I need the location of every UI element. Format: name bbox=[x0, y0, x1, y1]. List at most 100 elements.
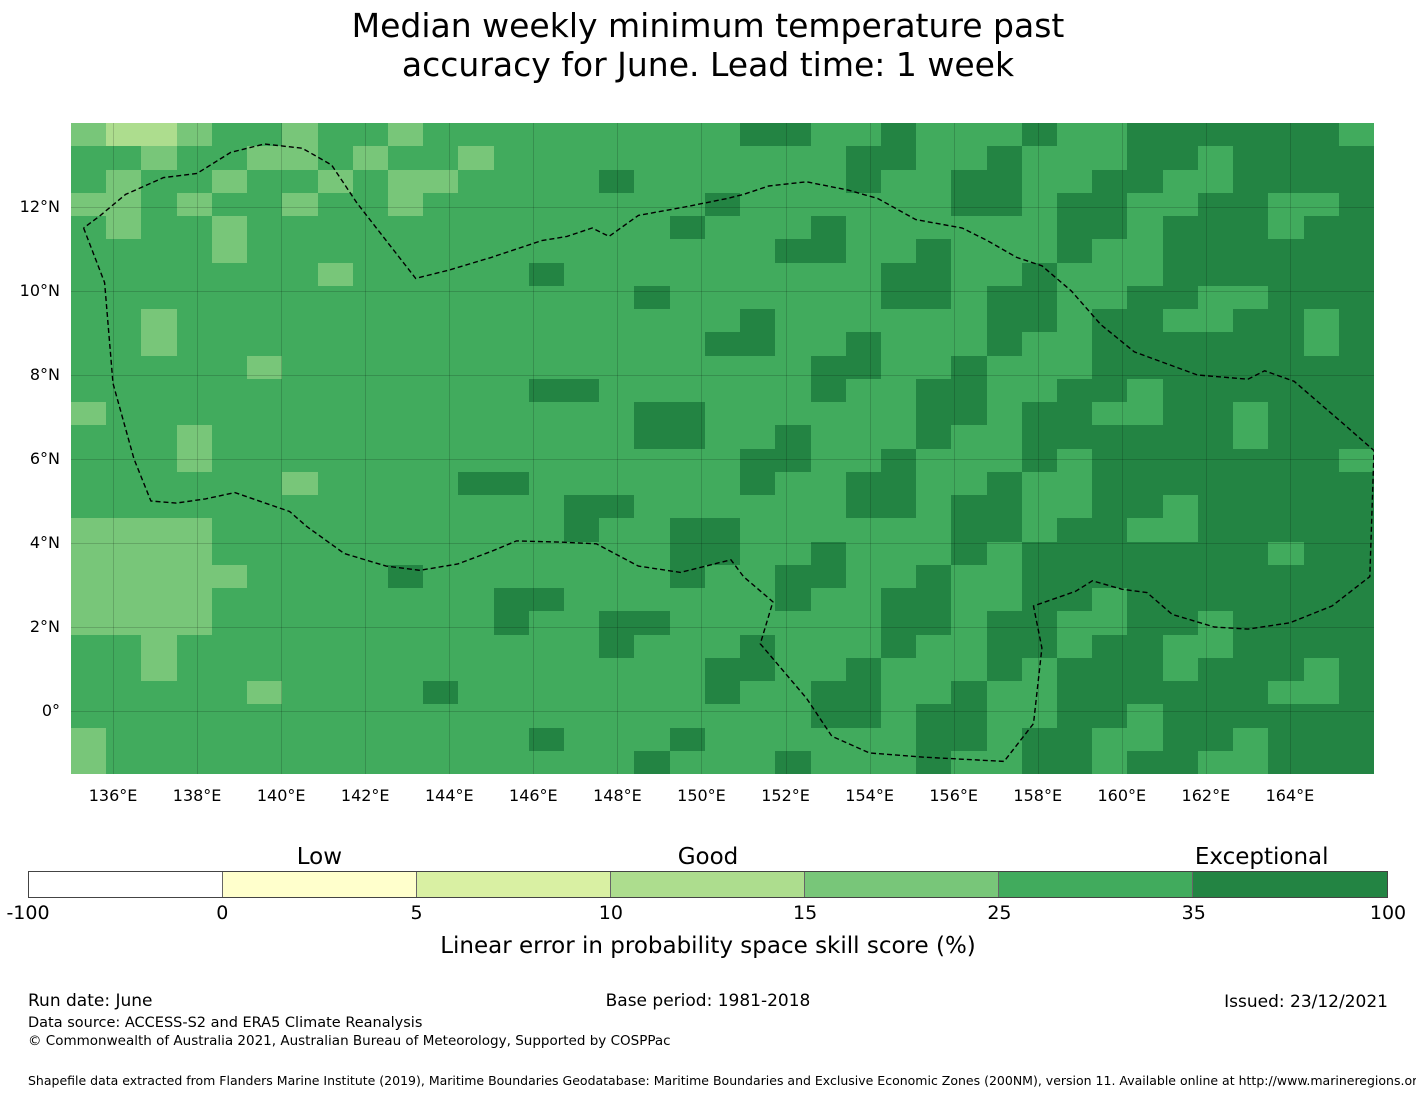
grid-cell bbox=[317, 588, 354, 612]
grid-cell bbox=[71, 588, 107, 612]
grid-cell bbox=[669, 448, 706, 473]
grid-cell bbox=[423, 192, 459, 217]
grid-cell bbox=[740, 611, 776, 636]
grid-cell bbox=[1197, 262, 1234, 287]
grid-cell bbox=[387, 541, 424, 566]
latitude-tick: 8°N bbox=[29, 365, 60, 384]
grid-cell bbox=[1338, 378, 1374, 403]
grid-cell bbox=[986, 169, 1023, 194]
grid-cell bbox=[564, 123, 600, 147]
grid-cell bbox=[71, 355, 107, 380]
grid-cell bbox=[1021, 285, 1058, 310]
grid-cell bbox=[1303, 146, 1340, 171]
grid-cell bbox=[704, 123, 741, 147]
grid-cell bbox=[1338, 146, 1374, 171]
grid-cell bbox=[951, 146, 988, 171]
grid-cell bbox=[106, 495, 143, 519]
grid-cell bbox=[916, 564, 952, 589]
grid-cell bbox=[458, 285, 495, 310]
grid-cell bbox=[1021, 564, 1058, 589]
grid-cell bbox=[176, 285, 213, 310]
grid-cell bbox=[564, 169, 600, 194]
grid-cell bbox=[810, 495, 847, 519]
grid-cell bbox=[1092, 309, 1129, 333]
grid-cell bbox=[951, 448, 988, 473]
grid-cell bbox=[71, 285, 107, 310]
grid-cell bbox=[951, 355, 988, 380]
grid-cell bbox=[493, 355, 530, 380]
grid-cell bbox=[1303, 192, 1340, 217]
grid-cell bbox=[1233, 262, 1269, 287]
grid-cell bbox=[211, 495, 248, 519]
grid-cell bbox=[704, 564, 741, 589]
grid-cell bbox=[211, 657, 248, 682]
grid-cell bbox=[1057, 123, 1093, 147]
grid-cell bbox=[599, 448, 636, 473]
grid-cell bbox=[1162, 588, 1199, 612]
grid-cell bbox=[986, 192, 1023, 217]
grid-cell bbox=[1268, 169, 1305, 194]
grid-cell bbox=[282, 262, 319, 287]
shapefile-credit: Shapefile data extracted from Flanders M… bbox=[28, 1073, 1416, 1088]
grid-cell bbox=[282, 378, 319, 403]
grid-cell bbox=[423, 285, 459, 310]
grid-cell bbox=[71, 378, 107, 403]
grid-cell bbox=[916, 495, 952, 519]
grid-cell bbox=[211, 332, 248, 357]
grid-cell bbox=[352, 169, 389, 194]
grid-cell bbox=[458, 564, 495, 589]
grid-cell bbox=[211, 355, 248, 380]
grid-cell bbox=[775, 169, 812, 194]
grid-cell bbox=[1162, 611, 1199, 636]
grid-cell bbox=[564, 448, 600, 473]
grid-cell bbox=[634, 518, 671, 543]
grid-cell bbox=[458, 332, 495, 357]
grid-cell bbox=[317, 634, 354, 659]
grid-cell bbox=[740, 332, 776, 357]
grid-cell bbox=[1162, 309, 1199, 333]
grid-cell bbox=[141, 402, 178, 426]
grid-cell bbox=[740, 564, 776, 589]
grid-cell bbox=[493, 169, 530, 194]
grid-cell bbox=[1127, 611, 1164, 636]
grid-cell bbox=[1057, 657, 1093, 682]
grid-cell bbox=[528, 471, 565, 496]
grid-cell bbox=[916, 332, 952, 357]
grid-cell bbox=[387, 262, 424, 287]
grid-cell bbox=[317, 448, 354, 473]
longitude-tick: 160°E bbox=[1097, 786, 1147, 805]
grid-cell bbox=[810, 657, 847, 682]
grid-cell bbox=[1127, 657, 1164, 682]
grid-cell bbox=[141, 634, 178, 659]
grid-cell bbox=[845, 634, 882, 659]
grid-cell bbox=[141, 657, 178, 682]
grid-cell bbox=[740, 495, 776, 519]
grid-cell bbox=[599, 192, 636, 217]
grid-cell bbox=[528, 402, 565, 426]
grid-cell bbox=[317, 611, 354, 636]
grid-cell bbox=[1092, 169, 1129, 194]
grid-cell bbox=[1268, 564, 1305, 589]
grid-cell bbox=[986, 611, 1023, 636]
grid-cell bbox=[916, 262, 952, 287]
grid-cell bbox=[810, 425, 847, 450]
grid-cell bbox=[423, 378, 459, 403]
grid-cell bbox=[141, 123, 178, 147]
grid-cell bbox=[986, 309, 1023, 333]
grid-cell bbox=[247, 192, 283, 217]
grid-cell bbox=[423, 657, 459, 682]
grid-cell bbox=[1162, 216, 1199, 240]
grid-cell bbox=[176, 588, 213, 612]
grid-cell bbox=[1338, 309, 1374, 333]
grid-cell bbox=[1233, 192, 1269, 217]
grid-cell bbox=[1303, 541, 1340, 566]
grid-cell bbox=[669, 169, 706, 194]
grid-cell bbox=[775, 192, 812, 217]
grid-cell bbox=[1268, 146, 1305, 171]
grid-cell bbox=[1197, 355, 1234, 380]
grid-cell bbox=[141, 541, 178, 566]
grid-cell bbox=[247, 541, 283, 566]
grid-cell bbox=[810, 169, 847, 194]
grid-cell bbox=[775, 425, 812, 450]
grid-cell bbox=[1197, 564, 1234, 589]
